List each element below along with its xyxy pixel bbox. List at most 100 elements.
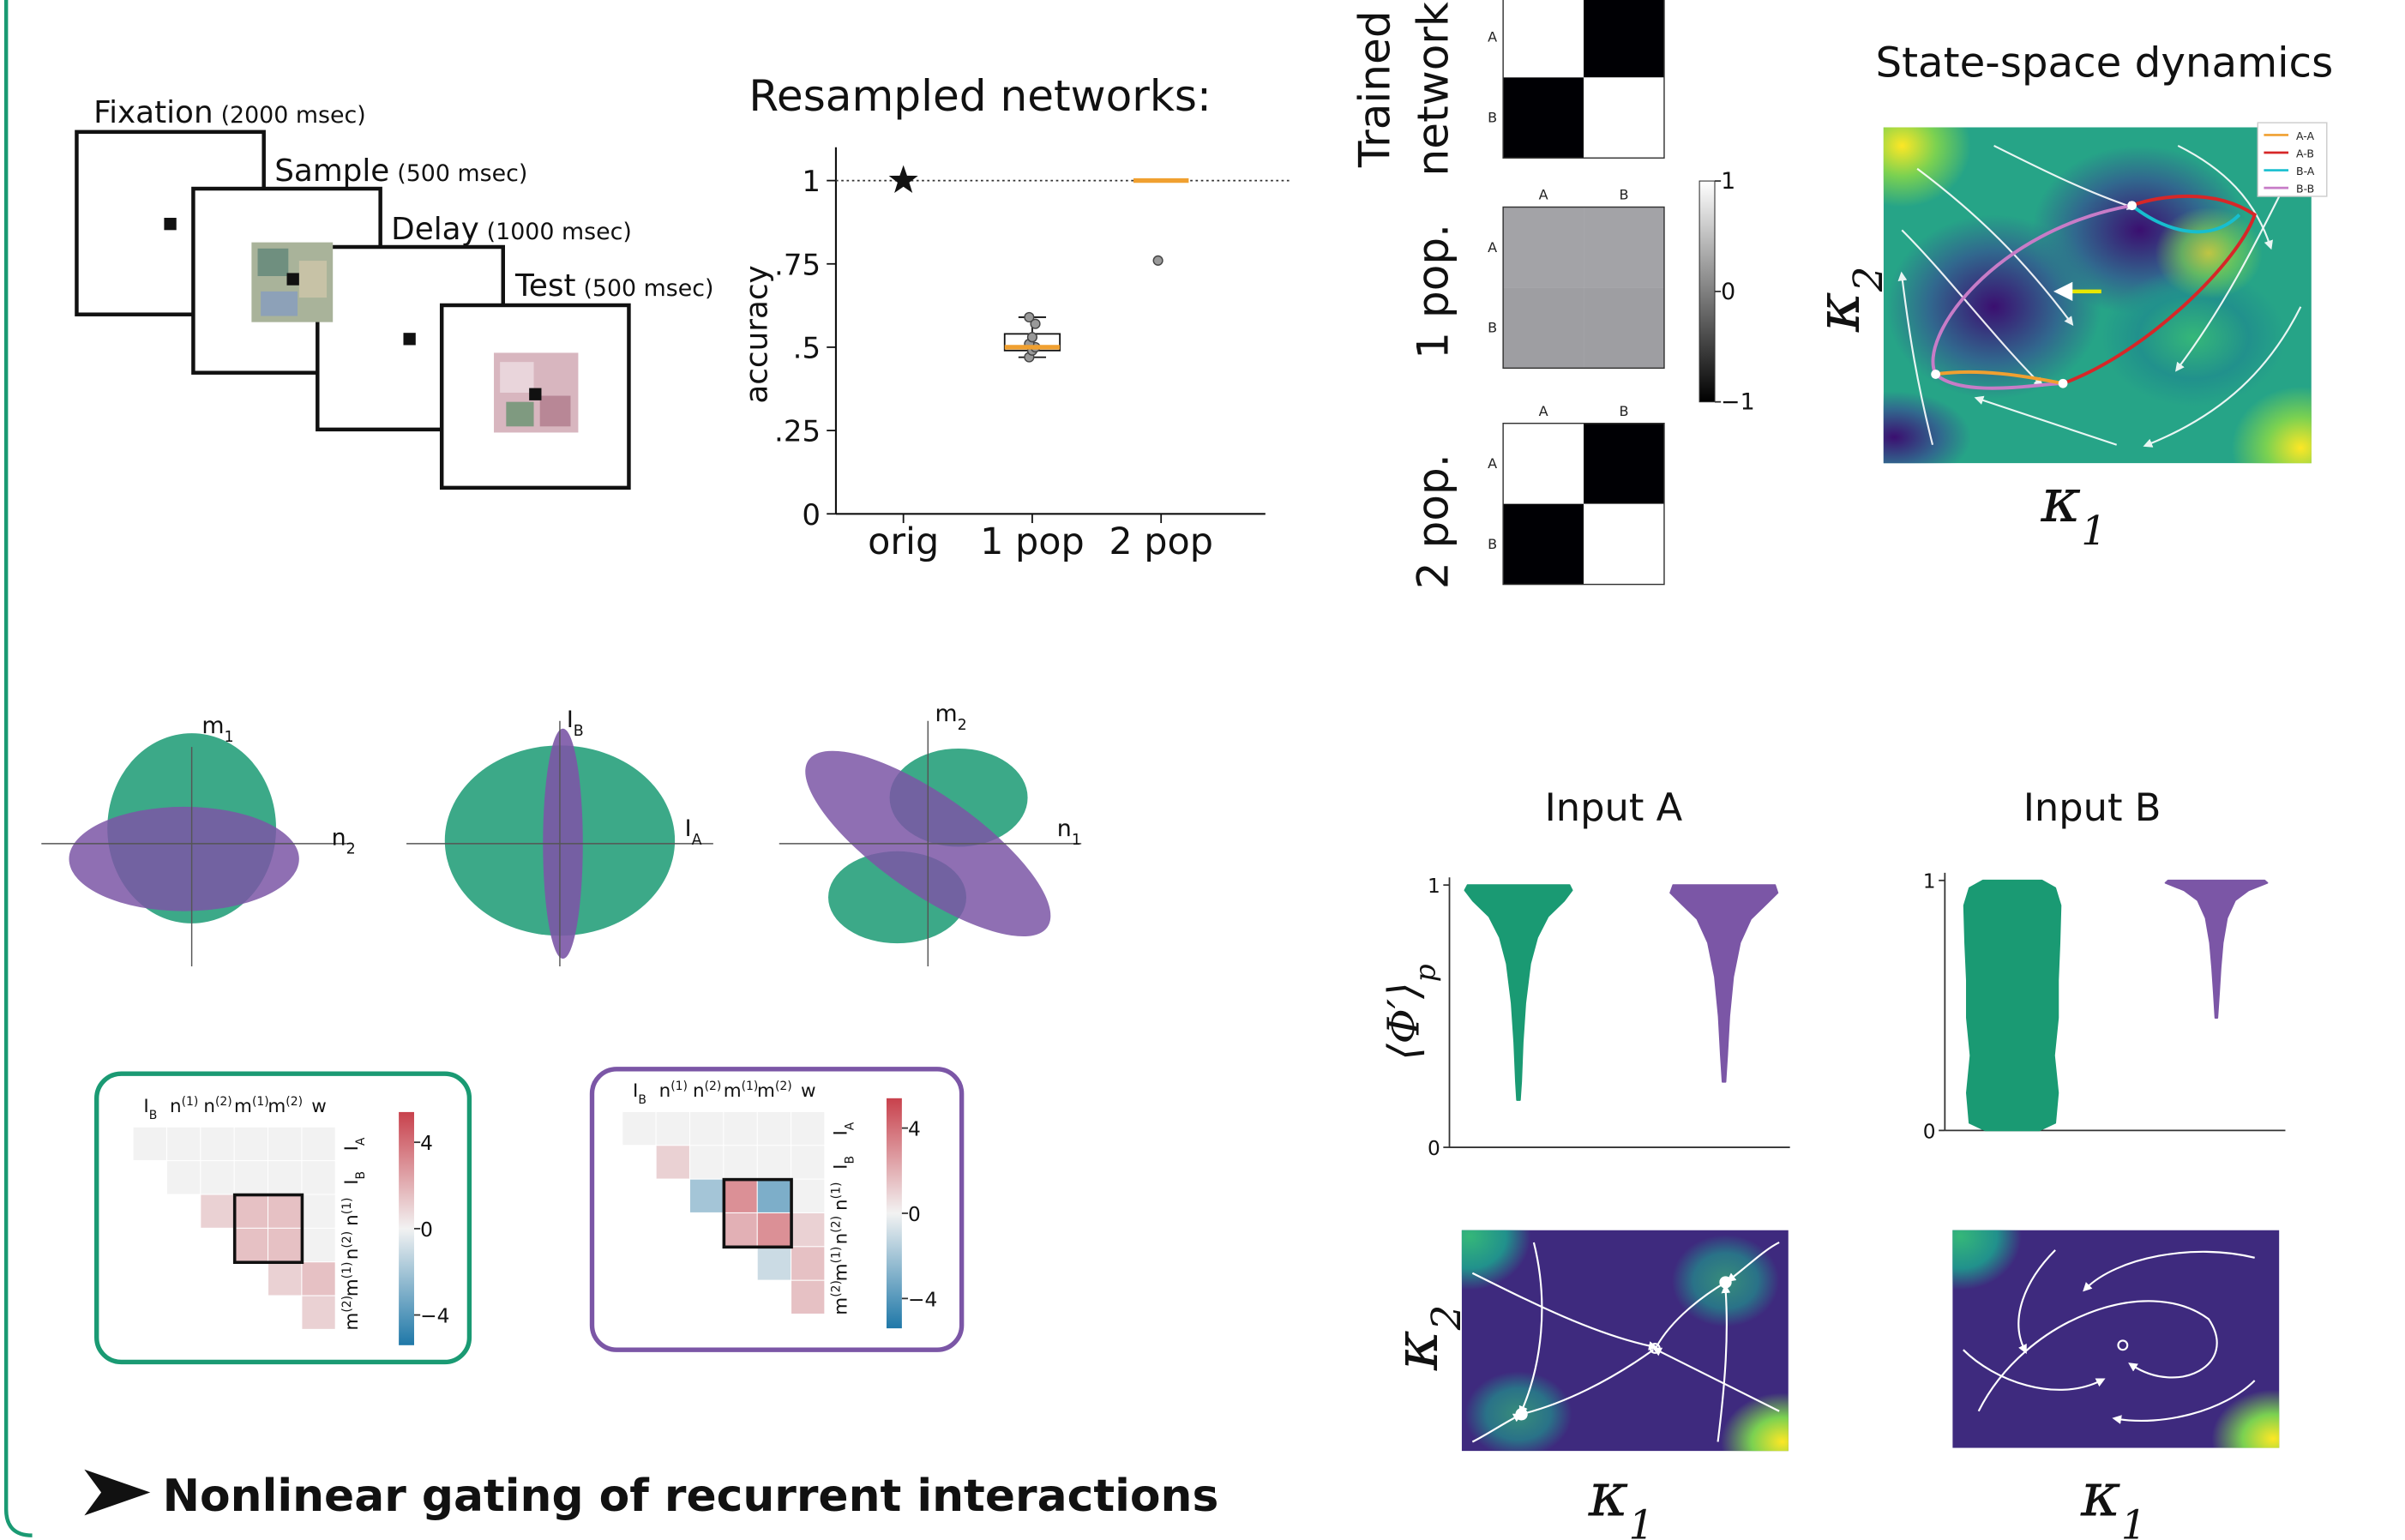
x-tick-label: 1 pop <box>980 520 1085 563</box>
y-tick-label: .25 <box>774 415 821 449</box>
col-label: A <box>1539 403 1548 419</box>
covariance-cell <box>724 1146 756 1178</box>
covariance-col-label-base: m <box>234 1096 252 1117</box>
matrix-cell <box>1584 424 1664 504</box>
matrix-cell <box>1503 77 1584 158</box>
covariance-row-label-base: n <box>341 1214 363 1226</box>
covariance-cell <box>690 1112 723 1145</box>
covariance-cell <box>268 1262 301 1295</box>
covariance-row-label-sub: A <box>843 1122 857 1130</box>
covariance-cell <box>302 1195 334 1228</box>
epoch-duration: (2000 msec) <box>221 102 366 129</box>
covariance-cell <box>791 1281 824 1314</box>
covariance-col-label: n(2) <box>693 1080 721 1102</box>
covariance-row-label-base: m <box>341 1313 363 1331</box>
footer-title: Nonlinear gating of recurrent interactio… <box>163 1471 1219 1522</box>
epoch-name: Sample <box>274 153 389 189</box>
star-marker <box>889 165 918 193</box>
covariance-row-label-sub: A <box>354 1137 368 1146</box>
covariance-cell <box>134 1128 166 1160</box>
col-label: B <box>1619 403 1628 419</box>
covariance-col-label-base: w <box>801 1080 816 1102</box>
covariance-col-label: IB <box>143 1096 157 1122</box>
covariance-col-label: w <box>801 1080 816 1102</box>
epoch-name: Delay <box>391 212 479 247</box>
row-label: A <box>1488 29 1497 45</box>
y-tick-label: .75 <box>774 248 821 282</box>
covariance-col-label: w <box>311 1096 327 1117</box>
row-label: B <box>1488 110 1497 126</box>
violin <box>1464 885 1572 1100</box>
covariance-cell <box>235 1128 268 1160</box>
panel-frame <box>6 0 32 1536</box>
flow-xlabel: κ1 <box>1588 1459 1655 1540</box>
violin <box>2166 881 2268 1018</box>
y-tick-label: .5 <box>793 331 821 365</box>
covariance-col-label-base: n <box>693 1080 705 1102</box>
covariance-col-label-sup: (2) <box>286 1095 303 1109</box>
covariance-cell <box>268 1128 301 1160</box>
covariance-cell <box>758 1146 791 1178</box>
covariance-row-label-sub: B <box>843 1156 857 1164</box>
epoch-duration: (500 msec) <box>397 160 527 187</box>
scatter-ylabel-base: m <box>935 701 957 727</box>
covariance-col-label-sup: (1) <box>182 1095 199 1109</box>
scatter-xlabel-sub: 2 <box>346 841 356 858</box>
epoch-name: Fixation <box>93 95 213 130</box>
row-label: B <box>1488 536 1497 552</box>
covariance-col-label-base: m <box>724 1080 742 1102</box>
covariance-col-label-sup: (1) <box>670 1080 688 1093</box>
covariance-row-label: m(2) <box>340 1296 363 1331</box>
covariance-col-label-sub: B <box>149 1109 158 1122</box>
covariance-row-label: m(1) <box>340 1262 363 1297</box>
epoch-label: Test(500 msec) <box>514 268 713 304</box>
flow-ylabel-sub: 2 <box>1423 1305 1470 1332</box>
covariance-row-label-base: n <box>341 1248 363 1260</box>
scatter-xlabel-base: n <box>1057 815 1072 842</box>
state-space-ylabel-base: κ <box>1802 292 1873 333</box>
covariance-row-label-sup: (1) <box>340 1262 354 1279</box>
covariance-row-label: n(2) <box>829 1216 851 1244</box>
matrix-cell <box>1503 504 1584 585</box>
covariance-cell <box>302 1161 334 1194</box>
covariance-col-label: n(1) <box>170 1095 198 1117</box>
violin-ylabel-sub: p <box>1410 964 1442 982</box>
row-label: B <box>1488 320 1497 336</box>
covariance-row-label-sup: (2) <box>829 1216 843 1233</box>
covariance-cell <box>268 1229 301 1261</box>
scatter-ylabel-sub: 1 <box>225 729 234 746</box>
covariance-cell <box>690 1180 723 1212</box>
covariance-row-label: n(1) <box>340 1198 363 1226</box>
matrix-cell <box>1503 287 1584 368</box>
covariance-row-label-base: I <box>830 1130 851 1135</box>
covariance-row-label-base: n <box>830 1233 851 1245</box>
matrix-title: network <box>1409 2 1458 176</box>
covariance-cell <box>657 1112 689 1145</box>
y-tick-label: 0 <box>1428 1137 1440 1160</box>
y-tick-label: 0 <box>1923 1120 1936 1143</box>
scatter-ylabel-base: I <box>567 707 574 733</box>
covariance-row-label-base: I <box>830 1164 851 1170</box>
covariance-cell <box>167 1161 200 1194</box>
covariance-cell <box>724 1112 756 1145</box>
colorbar-label: 4 <box>420 1132 433 1155</box>
row-label: A <box>1488 239 1497 256</box>
covariance-row-label-base: m <box>341 1278 363 1296</box>
colorbar-label: −1 <box>1721 389 1755 416</box>
covariance-col-label: n(1) <box>659 1080 688 1102</box>
colorbar-label: −4 <box>420 1305 449 1328</box>
flow-xlabel-sub: 1 <box>1629 1501 1655 1540</box>
covariance-cell <box>235 1195 268 1228</box>
colorbar-label: −4 <box>908 1288 937 1311</box>
figure: Resampled networks: accuracy State-space… <box>0 0 2405 1540</box>
epoch-duration: (500 msec) <box>583 275 713 302</box>
scatter-ylabel-sub: 2 <box>958 717 967 734</box>
covariance-col-label-base: n <box>203 1096 215 1117</box>
scatter-ylabel-sub: B <box>574 723 584 740</box>
covariance-col-label-sup: (2) <box>775 1080 792 1093</box>
covariance-col-label-base: m <box>757 1080 775 1102</box>
matrix-title: 1 pop. <box>1409 224 1458 359</box>
covariance-cell <box>758 1112 791 1145</box>
colorbar <box>887 1098 902 1328</box>
covariance-col-label-sup: (1) <box>742 1080 759 1093</box>
